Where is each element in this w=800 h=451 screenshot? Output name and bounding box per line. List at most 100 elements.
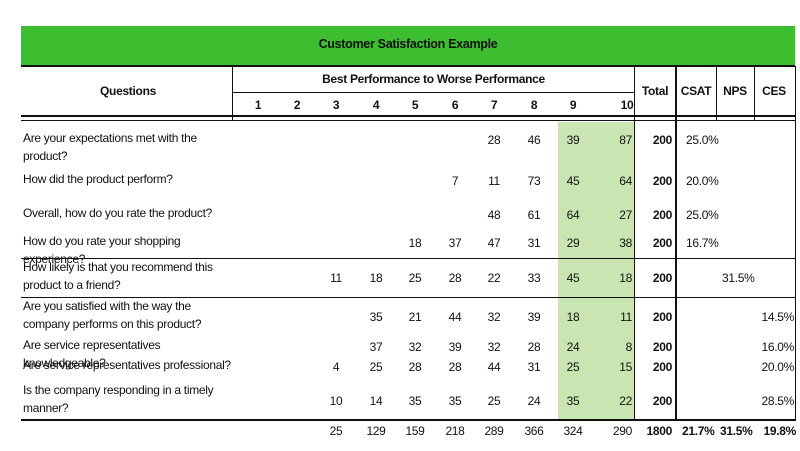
cell-value: 28 (527, 340, 541, 354)
vline-ces-left (754, 66, 755, 121)
cell-value: 22 (487, 271, 501, 285)
highlight-band (558, 122, 634, 420)
cell-value: 37 (369, 340, 383, 354)
cell-value: 35 (448, 394, 462, 408)
nps-value: 31.5% (722, 271, 755, 285)
vline-questions (232, 66, 233, 121)
nps-total: 31.5% (720, 424, 753, 438)
question-text: How did the product perform? (23, 172, 173, 186)
cell-value: 21 (408, 310, 422, 324)
row-total: 200 (652, 310, 672, 324)
table-title: Customer Satisfaction Example (318, 37, 498, 51)
vline-total-left (634, 66, 635, 420)
question-text: Overall, how do you rate the product? (23, 206, 213, 220)
cell-value: 31 (527, 236, 541, 250)
cell-value: 38 (619, 236, 632, 250)
cell-value: 27 (619, 208, 632, 222)
ces-value: 20.0% (761, 360, 794, 374)
cell-value: 11 (620, 310, 632, 324)
row-total: 200 (652, 394, 672, 408)
row-total: 200 (652, 208, 672, 222)
scale-number-6: 6 (451, 98, 459, 112)
column-total: 324 (563, 424, 583, 438)
cell-value: 39 (527, 310, 541, 324)
cell-value: 28 (487, 133, 501, 147)
column-total: 366 (524, 424, 544, 438)
cell-value: 48 (487, 208, 501, 222)
cell-value: 28 (408, 360, 422, 374)
csat-value: 20.0% (686, 174, 719, 188)
cell-value: 10 (329, 394, 343, 408)
column-total: 25 (329, 424, 343, 438)
cell-value: 35 (408, 394, 422, 408)
scale-number-2: 2 (293, 98, 301, 112)
group-rule-1 (21, 258, 796, 259)
column-total: 289 (484, 424, 504, 438)
header-bottom-rule (21, 115, 796, 117)
cell-value: 33 (527, 271, 541, 285)
nps-header: NPS (723, 84, 747, 98)
cell-value: 25 (487, 394, 501, 408)
cell-value: 22 (619, 394, 632, 408)
title-bar: Customer Satisfaction Example (21, 26, 795, 67)
row-total: 200 (652, 340, 672, 354)
row-total: 200 (652, 271, 672, 285)
question-text: Are service representatives professional… (23, 358, 231, 372)
header-divider-scale (233, 92, 634, 93)
cell-value: 44 (487, 360, 501, 374)
column-total: 159 (405, 424, 425, 438)
csat-value: 16.7% (686, 236, 719, 250)
header-rule-2 (21, 120, 796, 121)
cell-value: 18 (566, 310, 580, 324)
ces-total: 19.8% (763, 424, 796, 438)
cell-value: 45 (566, 271, 580, 285)
group-rule-2 (21, 297, 796, 298)
vline-right (795, 66, 796, 420)
scale-number-8: 8 (530, 98, 538, 112)
row-total: 200 (652, 360, 672, 374)
scale-number-1: 1 (254, 98, 262, 112)
cell-value: 87 (619, 133, 632, 147)
question-text: Are service representatives knowledgeabl… (23, 338, 161, 370)
cell-value: 46 (527, 133, 541, 147)
totals-rule (21, 419, 796, 421)
cell-value: 32 (487, 310, 501, 324)
cell-value: 8 (625, 340, 633, 354)
cell-value: 28 (448, 360, 462, 374)
row-total: 200 (652, 236, 672, 250)
cell-value: 39 (448, 340, 462, 354)
row-total: 200 (652, 174, 672, 188)
cell-value: 7 (451, 174, 459, 188)
cell-value: 64 (566, 208, 580, 222)
cell-value: 4 (332, 360, 340, 374)
cell-value: 73 (527, 174, 541, 188)
cell-value: 29 (566, 236, 580, 250)
csat-header: CSAT (680, 84, 712, 98)
cell-value: 44 (448, 310, 462, 324)
cell-value: 24 (566, 340, 580, 354)
vline-nps-left (716, 66, 717, 121)
question-text: Are you satisfied with the way the compa… (23, 299, 202, 331)
scale-number-9: 9 (569, 98, 577, 112)
cell-value: 25 (369, 360, 383, 374)
cell-value: 25 (566, 360, 580, 374)
cell-value: 25 (408, 271, 422, 285)
question-text: Is the company responding in a timely ma… (23, 383, 214, 415)
cell-value: 39 (566, 133, 580, 147)
cell-value: 15 (619, 360, 632, 374)
row-total: 200 (652, 133, 672, 147)
scale-number-10: 10 (620, 98, 634, 112)
scale-number-4: 4 (372, 98, 380, 112)
cell-value: 31 (527, 360, 541, 374)
ces-value: 14.5% (761, 310, 794, 324)
grand-total: 1800 (646, 424, 673, 438)
ces-value: 16.0% (761, 340, 794, 354)
question-text: Are your expectations met with the produ… (23, 131, 197, 163)
cell-value: 47 (487, 236, 501, 250)
cell-value: 32 (408, 340, 422, 354)
questions-header: Questions (100, 84, 156, 98)
cell-value: 18 (369, 271, 383, 285)
cell-value: 11 (330, 271, 342, 285)
question-text: How likely is that you recommend this pr… (23, 260, 213, 292)
vline-csat-left (675, 66, 677, 420)
